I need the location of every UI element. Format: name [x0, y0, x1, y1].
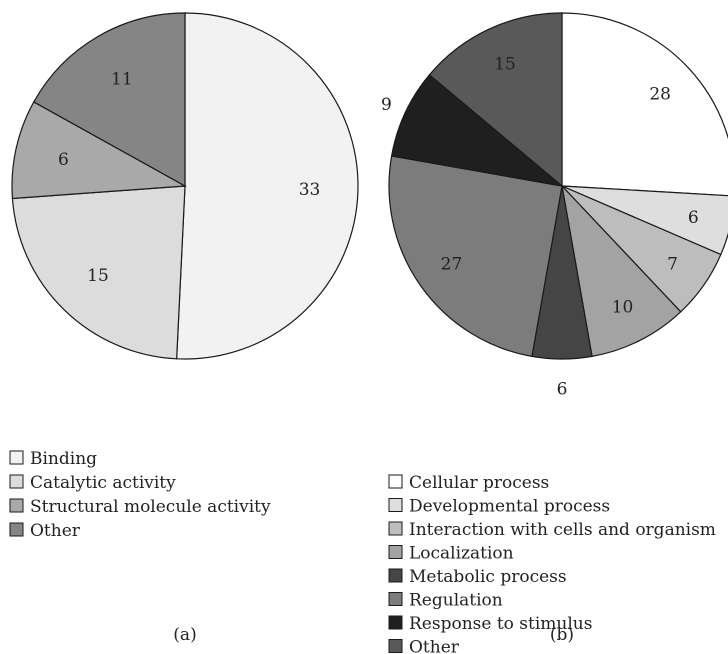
slice-value-label: 33 [299, 180, 321, 200]
legend-label: Binding [30, 449, 97, 469]
slice-value-label: 7 [667, 254, 678, 274]
panel-label: (b) [550, 625, 574, 645]
pie-chart-a: 33 15 6 11 Binding Catalytic activity Structur… [9, 12, 359, 645]
legend-label: Other [30, 521, 81, 541]
pie-slice-b-0 [561, 12, 728, 197]
slice-value-label: 27 [441, 254, 463, 274]
legend-swatch [9, 498, 24, 513]
legend-label: Localization [409, 544, 514, 564]
legend-label: Developmental process [409, 497, 610, 517]
legend-swatch [9, 450, 24, 465]
panel-label: (a) [173, 625, 196, 645]
legend-swatch [388, 521, 403, 536]
legend-swatch [9, 522, 24, 537]
legend-swatch [388, 498, 403, 512]
slice-value-label: 6 [557, 379, 568, 399]
legend-swatch [9, 474, 24, 489]
pie-slice-a-0 [176, 12, 359, 360]
pie-slice-a-1 [11, 185, 186, 360]
pie-slice-b-3 [561, 184, 682, 358]
pie-slice-b-5 [388, 155, 563, 358]
legend-swatch [388, 474, 403, 489]
slice-value-label: 11 [111, 70, 133, 90]
legend-label: Other [409, 638, 460, 654]
pie-slice-b-7 [428, 12, 563, 188]
slice-value-label: 9 [381, 95, 392, 115]
slice-value-label: 28 [649, 84, 671, 104]
pie-slice-b-6 [390, 73, 565, 187]
legend-label: Catalytic activity [30, 473, 176, 493]
legend-swatch [388, 545, 403, 559]
slice-value-label: 15 [494, 55, 516, 75]
legend-label: Response to stimulus [409, 614, 592, 634]
slice-value-label: 6 [58, 150, 69, 170]
legend-label: Cellular process [409, 473, 549, 493]
legend-label: Regulation [409, 591, 503, 611]
legend-swatch [388, 568, 403, 583]
legend-label: Structural molecule activity [30, 497, 271, 517]
slice-value-label: 6 [688, 208, 699, 228]
pie-slice-a-3 [32, 12, 186, 188]
legend-label: Metabolic process [409, 567, 567, 587]
legend-swatch [388, 639, 403, 653]
legend-label: Interaction with cells and organism [409, 520, 716, 540]
legend-swatch [388, 592, 403, 606]
slice-value-label: 15 [87, 266, 109, 286]
slice-value-label: 10 [612, 298, 634, 318]
pie-chart-b: 28 6 7 10 6 27 9 15 Cellular process Developmenta… [381, 12, 728, 654]
pie-slice-a-2 [11, 101, 188, 200]
legend-swatch [388, 615, 403, 630]
